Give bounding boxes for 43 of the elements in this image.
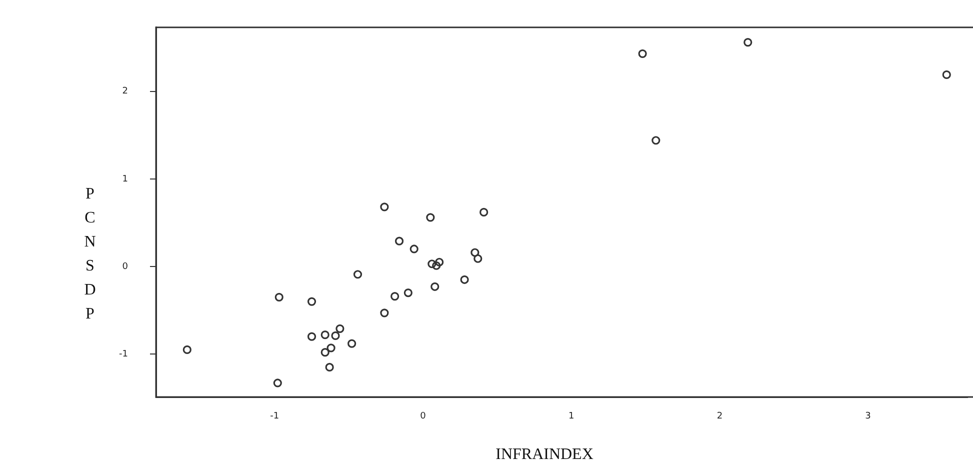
y-tick-label: 2 <box>122 86 128 97</box>
point <box>404 288 412 298</box>
point <box>307 297 316 306</box>
point <box>426 213 435 222</box>
y-tick-label: 0 <box>122 262 128 272</box>
x-axis-title: INFRAINDEX <box>496 446 594 464</box>
point <box>325 362 334 372</box>
x-tick-label: 3 <box>865 412 871 422</box>
point <box>353 270 362 279</box>
y-axis-title: PCNSDP <box>84 185 96 322</box>
y-tick-label: 1 <box>122 174 128 184</box>
point <box>274 292 284 302</box>
x-tick-label: 2 <box>716 412 723 422</box>
point <box>638 49 647 58</box>
point <box>320 330 330 340</box>
point <box>430 282 440 291</box>
x-tick-label: 1 <box>568 412 574 422</box>
point <box>320 348 330 357</box>
point <box>470 248 480 257</box>
point <box>428 260 436 268</box>
point <box>432 261 441 270</box>
point <box>744 38 752 47</box>
x-tick-label: 0 <box>420 412 426 422</box>
point <box>480 208 488 216</box>
point <box>380 308 389 318</box>
point <box>273 378 282 388</box>
x-tick-label: -1 <box>270 412 280 422</box>
point <box>307 332 316 341</box>
point <box>652 136 660 145</box>
y-tick-label: -1 <box>119 349 128 360</box>
point <box>182 345 192 354</box>
point <box>380 202 389 212</box>
point <box>336 324 344 333</box>
point <box>326 344 336 352</box>
point <box>942 70 951 79</box>
point <box>394 236 404 246</box>
point <box>460 275 469 284</box>
point <box>410 244 418 254</box>
point <box>331 331 340 340</box>
point <box>348 339 356 348</box>
point <box>390 292 400 301</box>
point <box>435 258 444 266</box>
point <box>474 254 482 263</box>
